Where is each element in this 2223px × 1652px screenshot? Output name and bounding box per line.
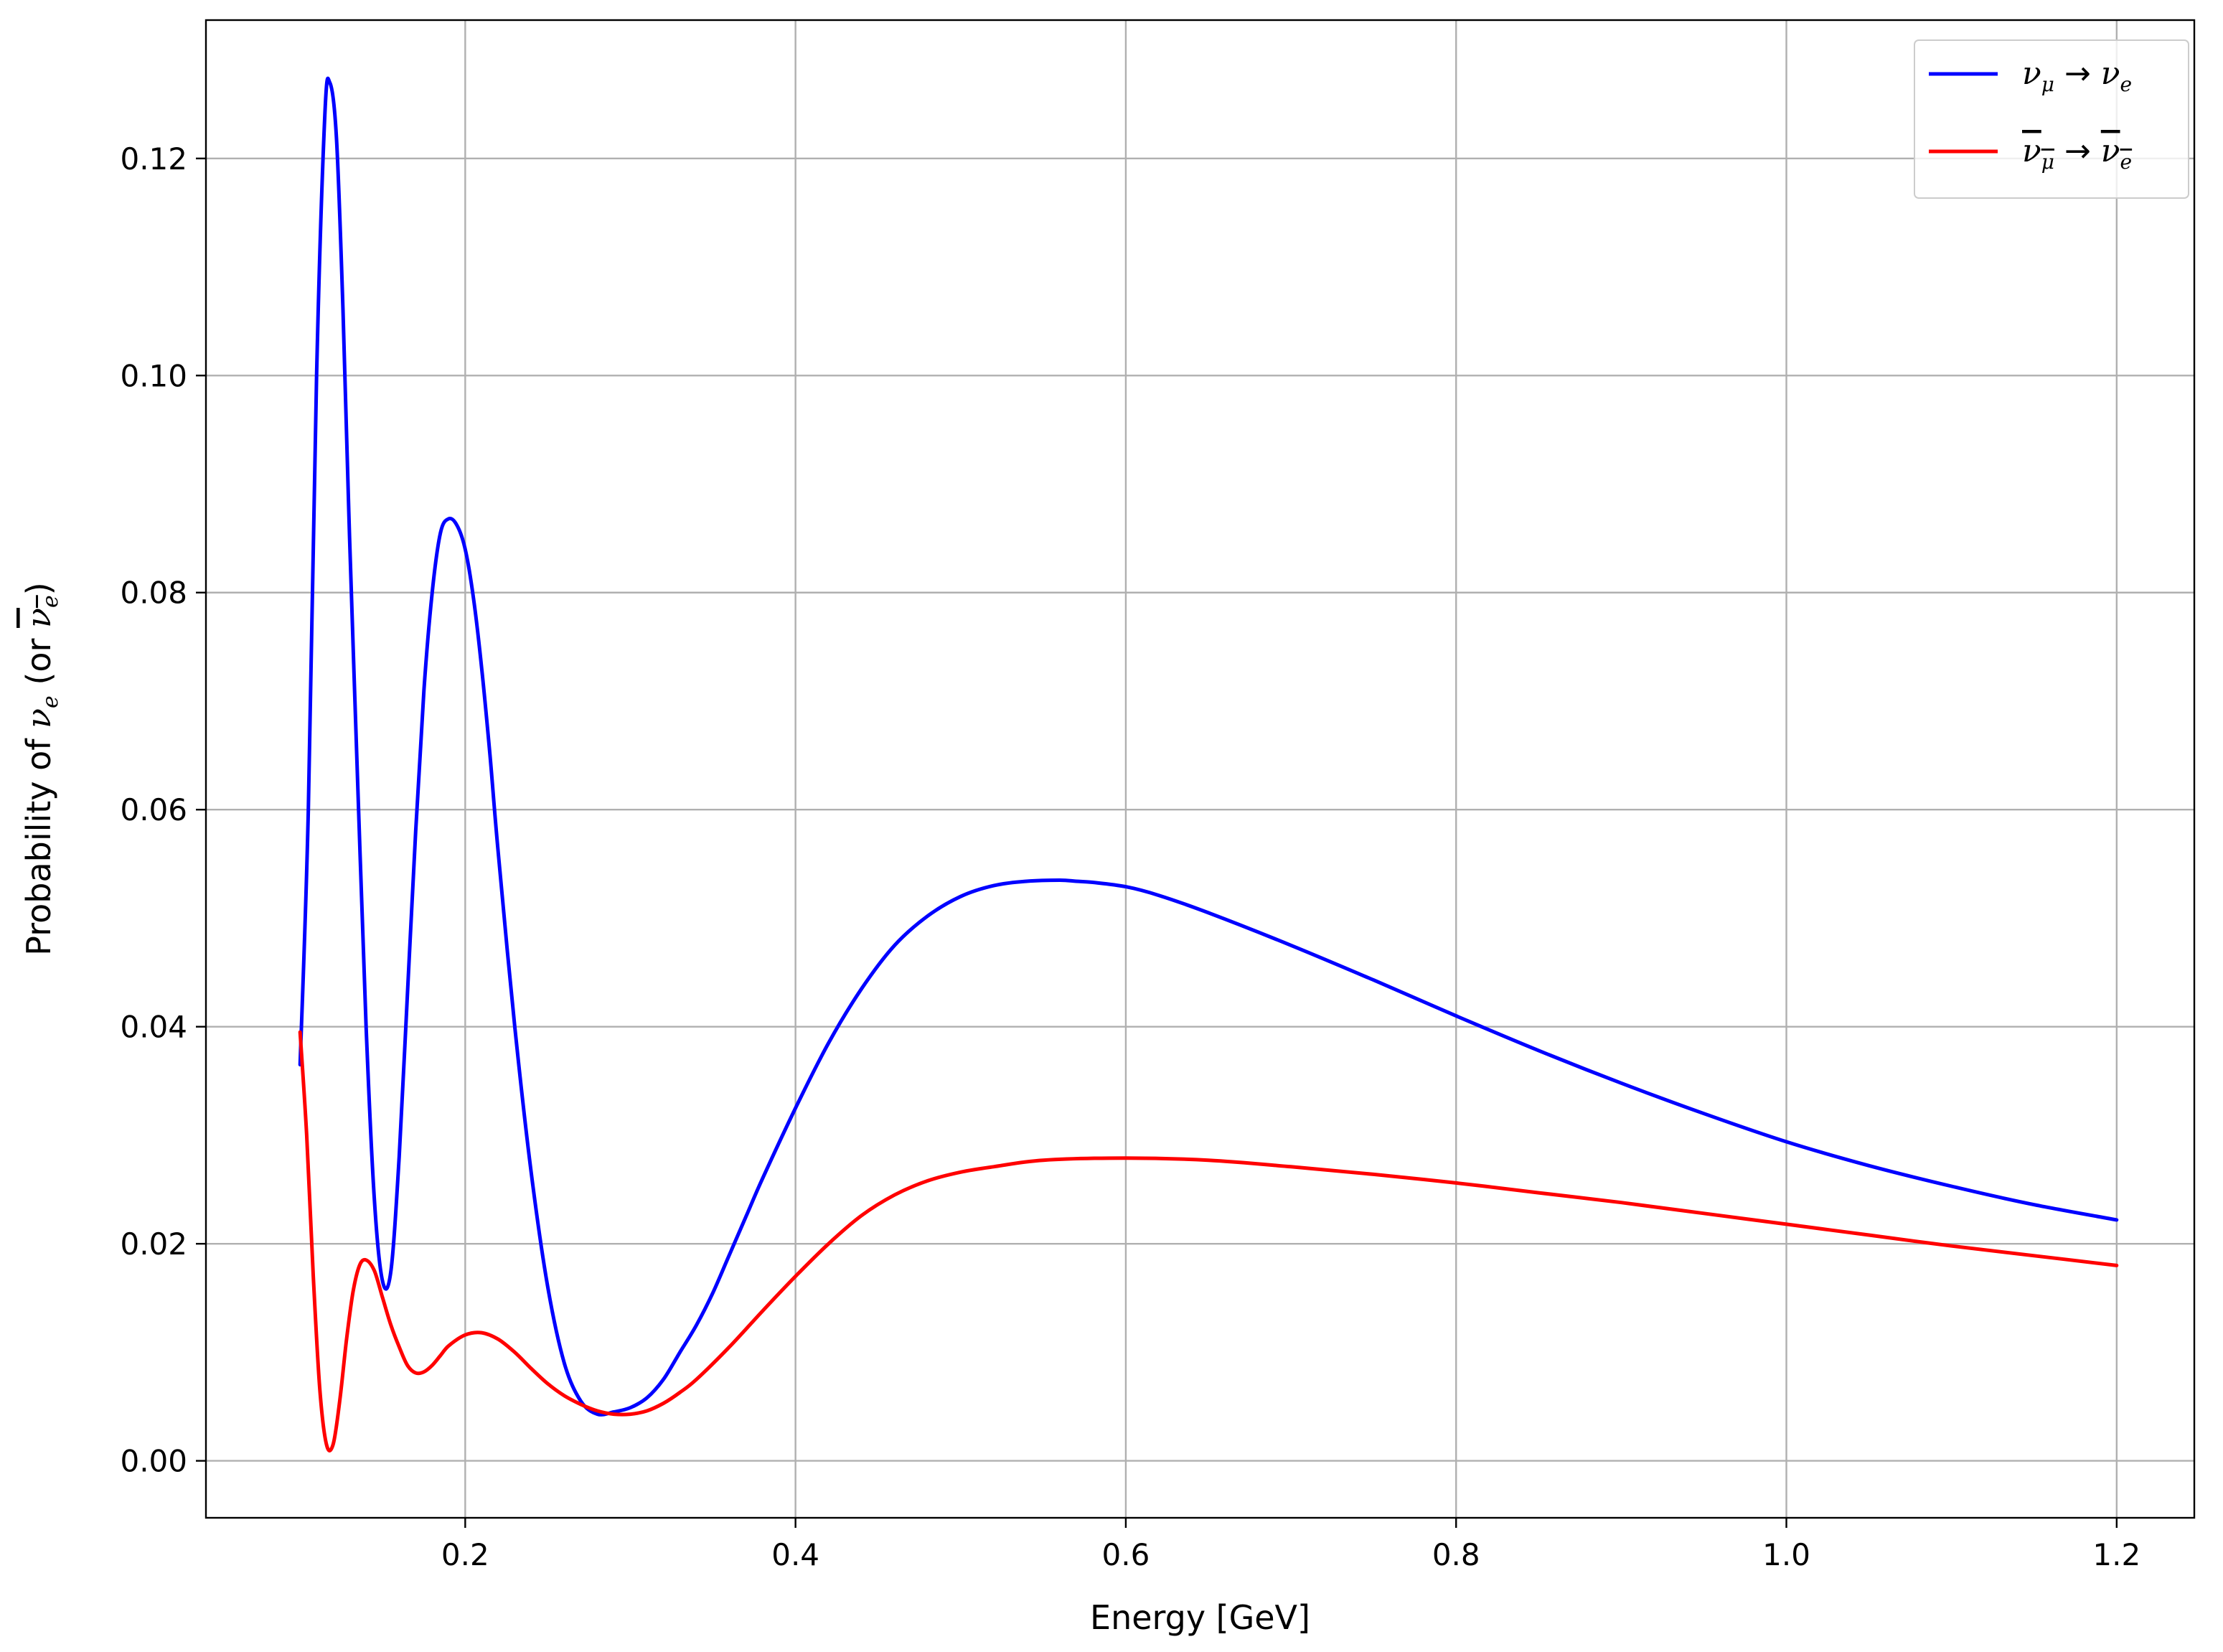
legend-label-part: μ (2041, 150, 2054, 174)
x-tick-label: 1.0 (1762, 1537, 1810, 1572)
axis-ticks: 0.2 0.4 0.6 0.8 1.0 1.2 0.00 0.02 0.04 0.06 0.08 0.… (120, 141, 2140, 1572)
y-axis-label-bar-nu: ν (19, 608, 58, 628)
y-axis-label: Probability of νe (or νe) (19, 582, 63, 955)
series-line-1 (298, 76, 2119, 1417)
x-tick-label: 1.2 (2092, 1537, 2140, 1572)
legend-label-part: → (2054, 133, 2101, 169)
x-tick-label: 0.8 (1432, 1537, 1480, 1572)
legend-box (1914, 39, 2189, 199)
y-tick-label: 0.12 (120, 141, 187, 177)
plot-area-frame (205, 19, 2196, 1519)
x-axis-label: Energy [GeV] (1090, 1598, 1310, 1637)
legend-label-part: e (2120, 150, 2133, 174)
y-axis-label-nu-sub: e (38, 695, 63, 708)
y-tick-label: 0.08 (120, 576, 187, 611)
legend-label-part: ν (2101, 133, 2120, 169)
y-axis-label-nu: ν (19, 708, 58, 728)
x-tick-label: 0.6 (1102, 1537, 1150, 1572)
y-axis-label-prefix: Probability of (19, 728, 58, 956)
x-tick-label: 0.2 (441, 1537, 489, 1572)
legend-label-part: → (2054, 55, 2101, 92)
plot-series (298, 76, 2119, 1452)
legend-label-part: ν (2022, 55, 2041, 92)
y-axis-label-bar-nu-sub: e (38, 595, 63, 608)
legend-label-1: νμ → νe (2022, 55, 2132, 96)
legend-label-part: ν (2022, 133, 2041, 169)
series-line-2 (298, 1030, 2119, 1452)
y-tick-label: 0.06 (120, 792, 187, 827)
y-axis-label-close: ) (19, 582, 58, 595)
y-tick-label: 0.02 (120, 1226, 187, 1262)
grid-lines (206, 20, 2194, 1518)
legend-label-part: e (2120, 72, 2133, 96)
legend-label-2: νμ → νe (2022, 133, 2132, 174)
y-axis-label-or: (or (19, 628, 58, 695)
x-tick-label: 0.4 (771, 1537, 819, 1572)
y-tick-label: 0.04 (120, 1010, 187, 1045)
y-tick-label: 0.00 (120, 1444, 187, 1479)
legend-label-part: ν (2101, 55, 2120, 92)
legend-label-part: μ (2041, 72, 2054, 96)
y-tick-label: 0.10 (120, 358, 187, 393)
